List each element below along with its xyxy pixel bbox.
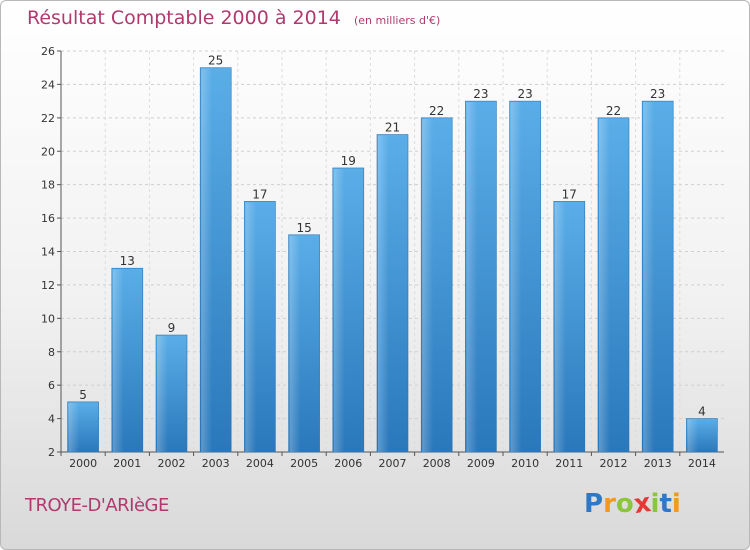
y-tick-label: 12 xyxy=(41,279,55,292)
bars xyxy=(67,67,718,453)
y-tick-label: 24 xyxy=(41,78,55,91)
data-label: 5 xyxy=(79,388,87,402)
bar-highlight xyxy=(422,118,434,452)
y-tick-label: 26 xyxy=(41,45,55,58)
bar-highlight xyxy=(599,118,610,452)
x-tick-label: 2011 xyxy=(555,457,583,470)
bar-highlight xyxy=(466,102,478,452)
data-label: 17 xyxy=(252,187,267,201)
x-tick-label: 2006 xyxy=(334,457,362,470)
x-tick-label: 2010 xyxy=(511,457,539,470)
bar-highlight xyxy=(333,168,345,453)
y-tick-label: 16 xyxy=(41,212,55,225)
y-tick-label: 14 xyxy=(41,246,55,259)
bar-highlight xyxy=(289,235,301,452)
x-tick-label: 2004 xyxy=(246,457,274,470)
title-block: Résultat Comptable 2000 à 2014 (en milli… xyxy=(27,7,440,29)
y-tick-label: 8 xyxy=(48,346,55,359)
data-labels: 5 13 9 25 17 15 19 21 22 23 23 17 22 23 4 xyxy=(79,54,705,419)
data-label: 23 xyxy=(517,87,532,101)
data-label: 21 xyxy=(385,121,400,135)
x-tick-label: 2000 xyxy=(69,457,97,470)
y-tick-label: 10 xyxy=(41,312,55,325)
logo-letter: t xyxy=(659,489,672,519)
data-label: 4 xyxy=(698,405,706,419)
logo-letter: i xyxy=(671,489,681,519)
bar-highlight xyxy=(687,419,699,452)
x-tick-label: 2013 xyxy=(644,457,672,470)
data-label: 13 xyxy=(120,254,135,268)
commune-name: TROYE-D'ARIèGE xyxy=(25,495,169,516)
data-label: 23 xyxy=(650,87,665,101)
logo-letter: r xyxy=(603,489,616,519)
y-tick-label: 20 xyxy=(41,145,55,158)
data-label: 9 xyxy=(168,321,176,335)
y-tick-label: 18 xyxy=(41,179,55,192)
data-label: 19 xyxy=(341,154,356,168)
bar-highlight xyxy=(201,68,213,452)
logo-letter: x xyxy=(631,487,653,521)
x-tick-label: 2007 xyxy=(379,457,407,470)
chart-subtitle: (en milliers d'€) xyxy=(353,14,441,27)
x-tick-labels: 2000 2001 2002 2003 2004 2005 2006 2007 2008 2009… xyxy=(69,457,716,470)
x-tick-label: 2009 xyxy=(467,457,495,470)
y-tick-label: 6 xyxy=(48,379,55,392)
bar-highlight xyxy=(112,269,124,452)
data-label: 23 xyxy=(473,87,488,101)
logo-letter: o xyxy=(615,489,634,519)
x-tick-label: 2005 xyxy=(290,457,318,470)
x-tick-label: 2008 xyxy=(423,457,451,470)
x-tick-label: 2002 xyxy=(158,457,186,470)
chart-title: Résultat Comptable 2000 à 2014 xyxy=(27,7,341,29)
x-tick-label: 2003 xyxy=(202,457,230,470)
bar-highlight xyxy=(643,102,655,452)
bar-highlight xyxy=(510,102,522,452)
data-label: 17 xyxy=(562,187,577,201)
logo-letter: P xyxy=(584,489,604,519)
bar-highlight xyxy=(245,202,257,452)
x-tick-label: 2012 xyxy=(600,457,628,470)
y-tick-label: 22 xyxy=(41,112,55,125)
y-tick-label: 4 xyxy=(48,413,55,426)
bar-highlight xyxy=(554,202,566,452)
bar-highlight xyxy=(157,336,168,452)
y-tick-label: 2 xyxy=(48,446,55,459)
data-label: 15 xyxy=(296,221,311,235)
bar-highlight xyxy=(68,402,80,452)
data-label: 25 xyxy=(208,54,223,68)
proxiti-logo: Proxiti xyxy=(584,487,681,521)
x-tick-label: 2014 xyxy=(688,457,716,470)
data-label: 22 xyxy=(429,104,444,118)
logo-letter: i xyxy=(650,489,660,519)
bar-highlight xyxy=(378,135,389,452)
data-label: 22 xyxy=(606,104,621,118)
x-tick-label: 2001 xyxy=(113,457,141,470)
